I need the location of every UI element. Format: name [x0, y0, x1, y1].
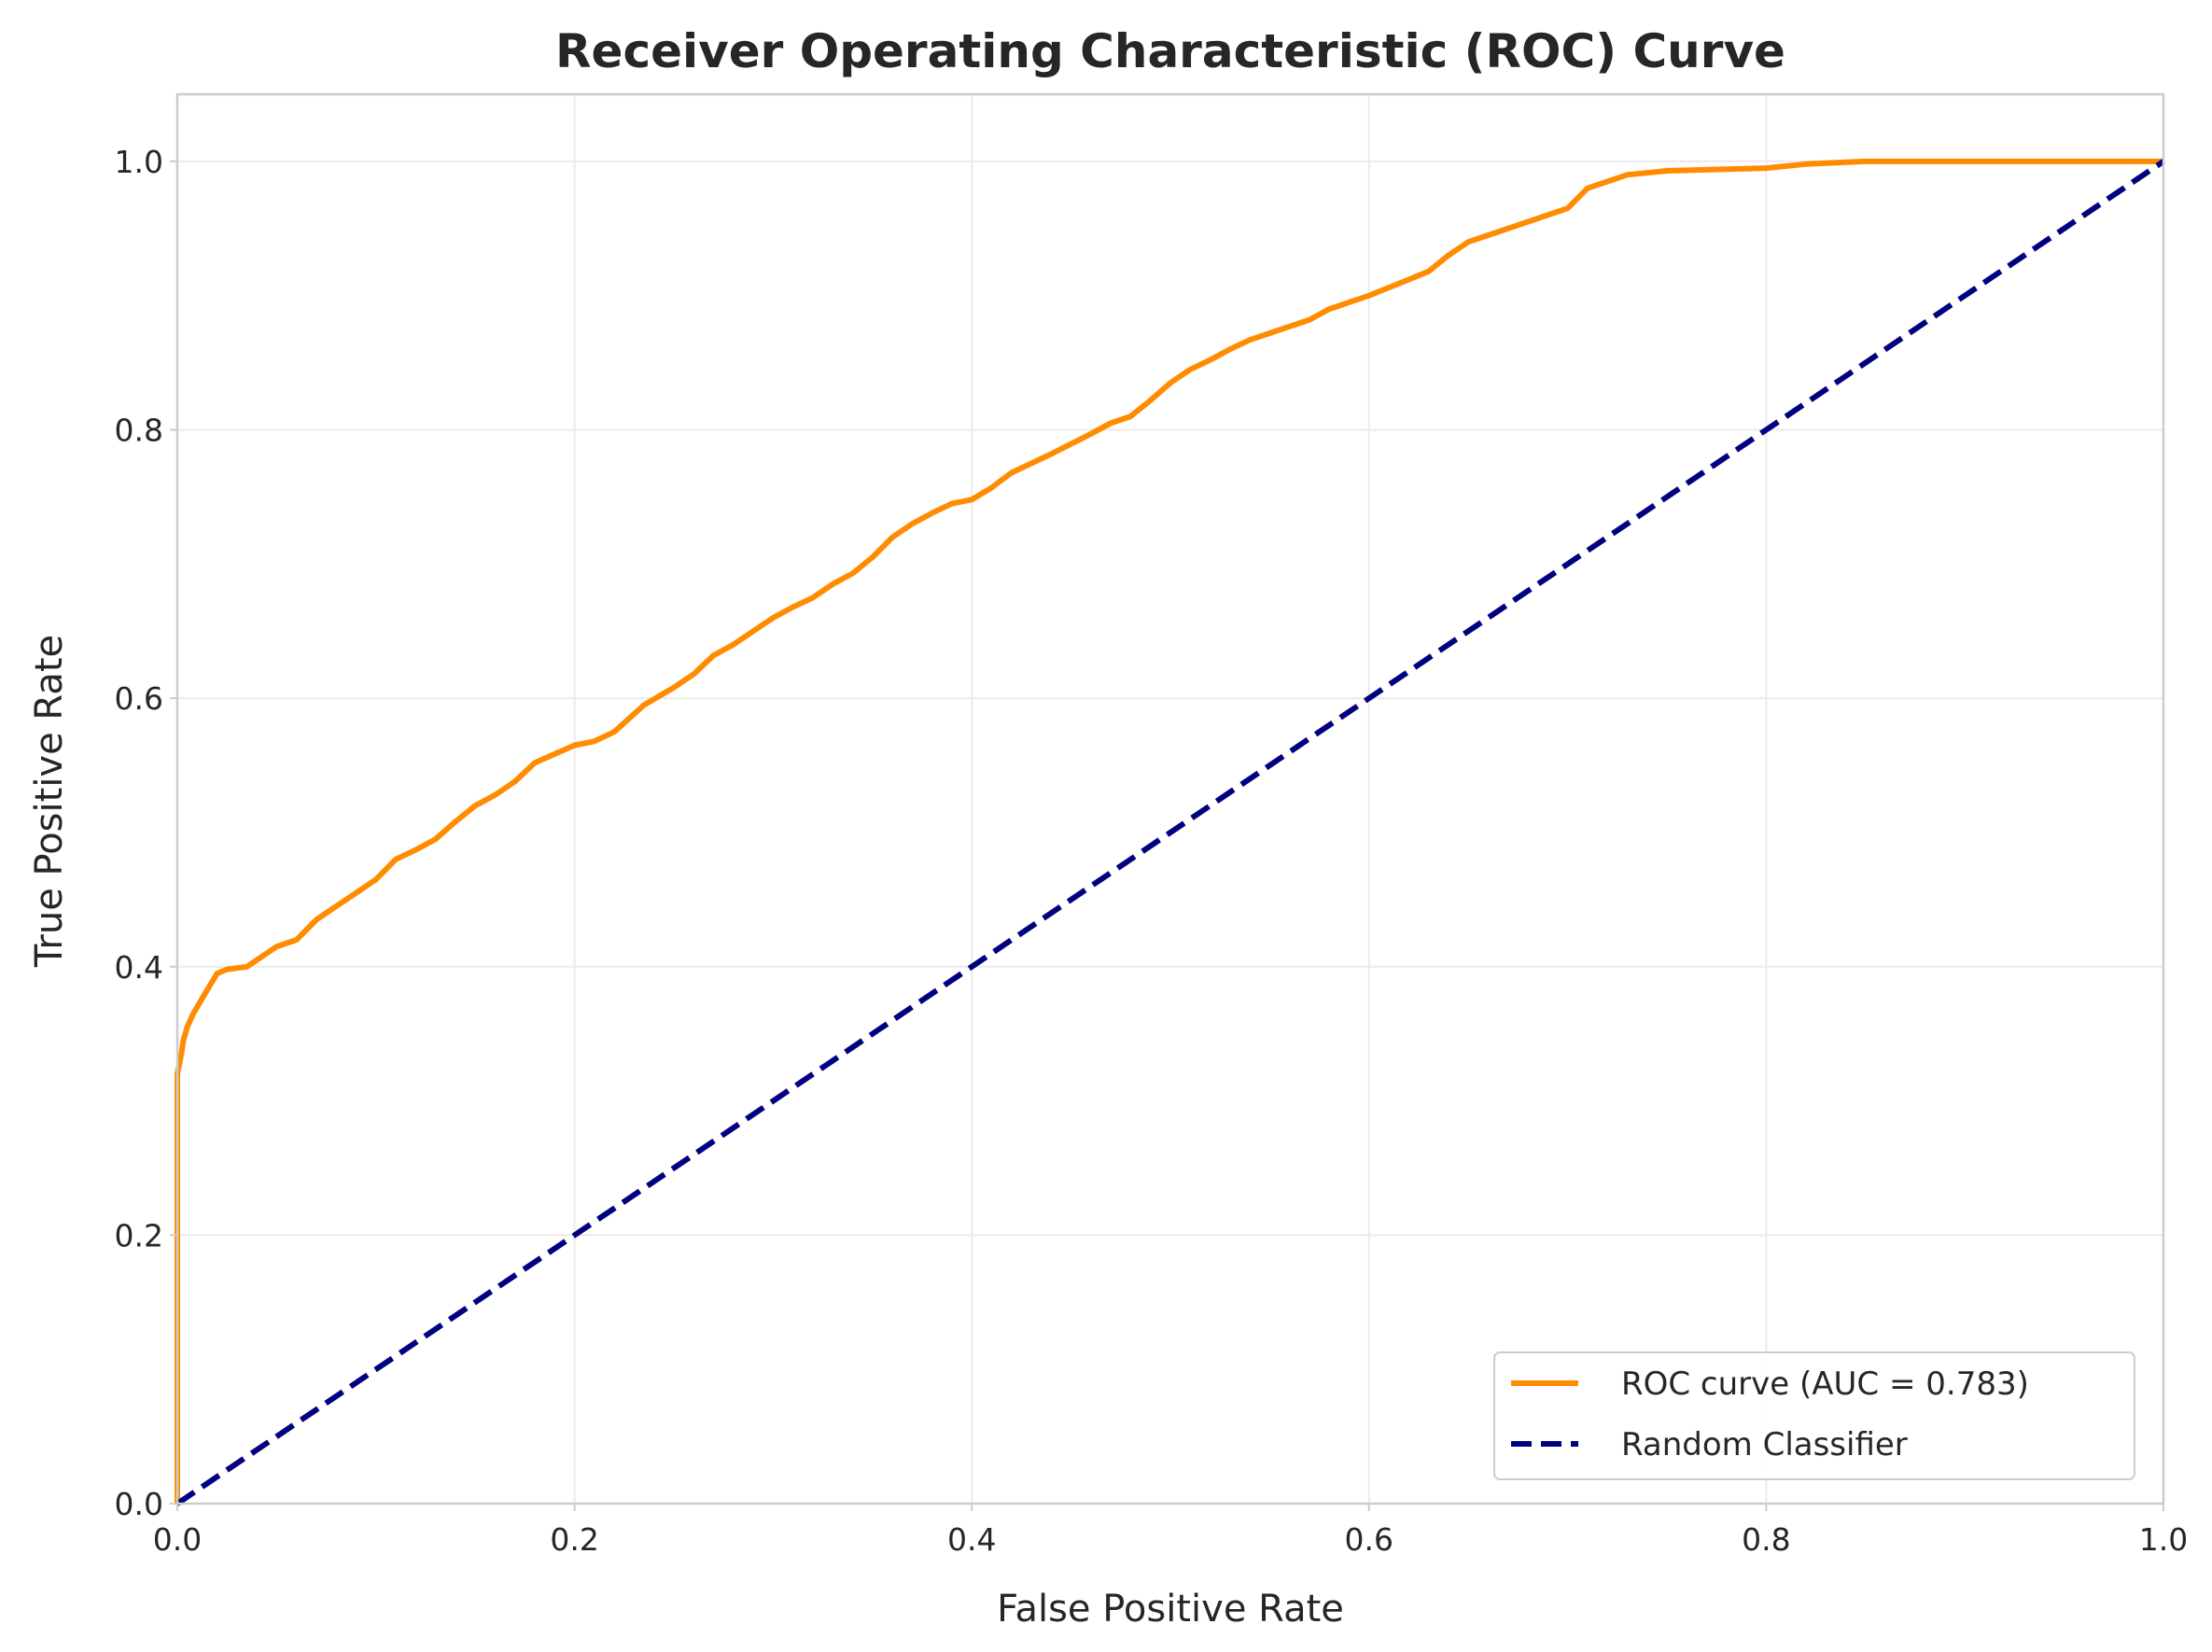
legend: ROC curve (AUC = 0.783) Random Classifier — [1493, 1351, 2135, 1480]
y-tick-label: 0.4 — [115, 949, 163, 986]
x-tick-label: 0.8 — [1742, 1521, 1790, 1558]
y-axis-label: True Positive Rate — [28, 635, 71, 968]
chart-title: Receiver Operating Characteristic (ROC) … — [555, 24, 1785, 78]
x-axis-label: False Positive Rate — [997, 1588, 1344, 1631]
legend-label: ROC curve (AUC = 0.783) — [1621, 1365, 2029, 1403]
grid — [176, 94, 2164, 1505]
roc-curve-line — [175, 158, 2163, 1504]
y-tick-label: 0.8 — [115, 413, 163, 449]
x-tick-label: 0.0 — [153, 1521, 202, 1558]
x-tick-label: 1.0 — [2139, 1521, 2188, 1558]
plot-frame — [175, 92, 2165, 1505]
legend-box — [1493, 1351, 2135, 1480]
legend-label: Random Classifier — [1621, 1426, 1908, 1463]
y-tick-label: 1.0 — [115, 144, 163, 180]
axis-ticks: 0.0 0.2 0.4 0.6 0.8 1.0 0.0 0.2 0.4 0.6 0.8 1.0 — [115, 144, 2189, 1558]
plot-lines — [175, 158, 2165, 1506]
x-tick-label: 0.6 — [1345, 1521, 1393, 1558]
x-tick-label: 0.4 — [947, 1521, 996, 1558]
y-tick-label: 0.2 — [115, 1217, 163, 1253]
random-classifier-line — [175, 159, 2165, 1506]
x-tick-label: 0.2 — [550, 1521, 598, 1558]
y-tick-label: 0.6 — [115, 680, 163, 717]
y-tick-label: 0.0 — [115, 1486, 163, 1522]
